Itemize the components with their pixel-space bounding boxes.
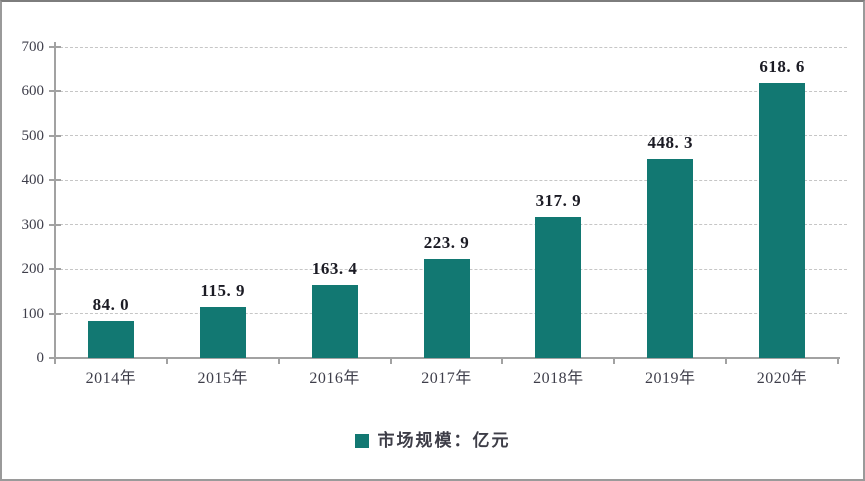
y-tick-label: 500 [21,127,45,144]
gridline [55,90,847,92]
bar-value-label: 448. 3 [647,132,693,152]
x-axis-tick [613,358,616,364]
y-tick-label: 0 [36,350,45,366]
bar [647,158,694,358]
x-axis-tick [165,358,168,364]
x-axis [51,357,840,359]
y-tick-label: 200 [21,261,45,278]
bar [199,306,246,358]
x-category-label: 2018年 [533,370,584,387]
x-axis-tick [837,358,839,364]
y-tick-label: 600 [21,83,45,100]
legend: 市场规模：亿元 [2,432,863,450]
x-category-label: 2020年 [756,370,808,387]
x-category-label: 2016年 [309,370,360,387]
x-category-label: 2014年 [85,370,137,387]
y-tick-label: 700 [21,39,45,55]
x-axis-tick [725,358,728,364]
bar-value-label: 618. 6 [759,57,805,77]
bar [87,320,134,358]
legend-label: 市场规模：亿元 [377,431,511,450]
x-axis-tick [501,358,504,364]
y-tick-label: 300 [21,216,45,233]
y-tick-label: 400 [21,172,45,189]
bar [759,83,806,358]
gridline [55,46,847,48]
bar [311,285,358,358]
y-tick-label: 100 [21,305,45,322]
bar-value-label: 84. 0 [92,294,130,314]
bar-value-label: 115. 9 [200,280,246,300]
bar-value-label: 317. 9 [535,190,582,210]
y-axis [54,42,56,359]
bar [423,258,470,358]
gridline [55,135,847,137]
legend-swatch-icon [354,434,369,448]
x-axis-tick [54,358,56,364]
x-category-label: 2019年 [644,370,696,387]
x-category-label: 2015年 [197,370,249,387]
x-category-label: 2017年 [421,370,472,387]
bar-value-label: 223. 9 [423,232,470,252]
bar-value-label: 163. 4 [311,259,358,279]
bar [535,216,582,358]
x-axis-tick [389,358,392,364]
gridline [55,179,847,181]
x-axis-tick [277,358,280,364]
gridline [55,224,847,226]
